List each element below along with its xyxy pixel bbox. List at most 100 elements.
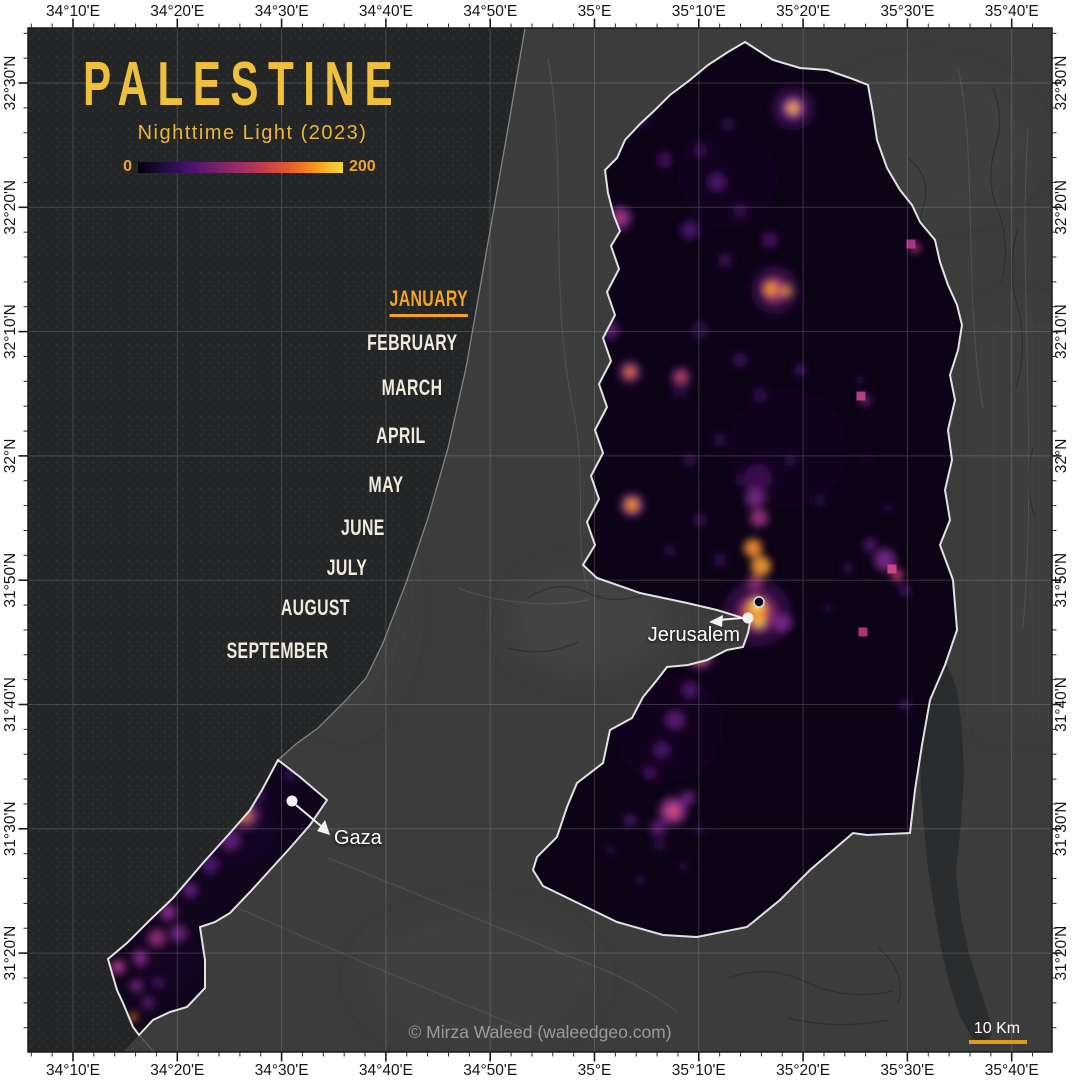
axis-label-lat-right: 32°30'N <box>1053 56 1070 111</box>
gaza-label: Gaza <box>334 827 383 849</box>
light-blob <box>787 102 799 114</box>
light-blob <box>605 845 615 855</box>
legend-color-ramp <box>138 162 343 173</box>
axis-label-lon-top: 34°40'E <box>359 3 413 20</box>
light-blob <box>693 143 707 157</box>
axis-label-lon-bottom: 35°30'E <box>880 1062 934 1079</box>
light-blob <box>718 253 732 267</box>
axis-label-lon-top: 35°E <box>578 3 612 20</box>
jerusalem-label: Jerusalem <box>648 624 740 646</box>
light-blob <box>745 488 765 508</box>
light-pixel <box>887 564 897 574</box>
month-item-june[interactable]: JUNE <box>341 515 385 540</box>
light-blob <box>762 232 778 248</box>
month-item-september[interactable]: SEPTEMBER <box>226 638 328 663</box>
axis-label-lon-top: 35°40'E <box>985 3 1039 20</box>
axis-label-lat-right: 31°30'N <box>1053 801 1070 856</box>
map-canvas: Jerusalem Gaza © Mirza Waleed (waleedgeo… <box>28 28 1052 1052</box>
axis-label-lat-left: 31°50'N <box>2 553 19 608</box>
light-blob <box>753 388 767 402</box>
light-blob <box>864 454 872 462</box>
month-item-april[interactable]: APRIL <box>375 423 425 448</box>
light-blob <box>676 372 686 382</box>
axis-label-lon-bottom: 34°50'E <box>463 1062 517 1079</box>
light-blob <box>170 925 186 941</box>
light-blob <box>884 504 892 512</box>
axis-label-lat-left: 31°20'N <box>2 926 19 981</box>
light-blob <box>713 433 727 447</box>
light-blob <box>111 960 125 974</box>
light-blob <box>754 617 764 627</box>
axis-label-lon-bottom: 35°E <box>578 1062 612 1079</box>
light-blob <box>654 839 666 851</box>
light-blob <box>744 464 772 492</box>
light-blob <box>855 375 865 385</box>
month-item-may[interactable]: MAY <box>368 472 403 497</box>
axis-label-lat-right: 32°20'N <box>1053 180 1070 235</box>
axis-label-lon-bottom: 34°40'E <box>359 1062 413 1079</box>
light-blob <box>624 366 636 378</box>
light-blob <box>678 128 778 228</box>
light-blob <box>635 875 645 885</box>
light-blob <box>666 804 680 818</box>
axis-label-lat-left: 32°20'N <box>2 180 19 235</box>
light-blob <box>664 544 676 556</box>
light-blob <box>142 997 154 1009</box>
month-item-march[interactable]: MARCH <box>381 375 442 400</box>
month-item-january[interactable]: JANUARY <box>389 286 468 318</box>
light-blob <box>823 603 833 613</box>
light-blob <box>713 553 727 567</box>
light-blob <box>843 563 853 573</box>
axis-label-lon-bottom: 34°10'E <box>46 1062 100 1079</box>
axis-label-lat-left: 31°40'N <box>2 677 19 732</box>
axis-label-lon-top: 35°30'E <box>880 3 934 20</box>
gaza-dot <box>286 795 298 807</box>
light-blob <box>691 321 709 339</box>
light-blob <box>794 364 806 376</box>
scale-bar-label: 10 Km <box>974 1020 1020 1037</box>
axis-label-lat-right: 32°N <box>1053 439 1070 474</box>
light-blob <box>678 861 688 871</box>
axis-label-lon-top: 35°10'E <box>672 3 726 20</box>
axis-label-lon-bottom: 35°40'E <box>985 1062 1039 1079</box>
light-blob <box>814 494 826 506</box>
axis-label-lat-right: 31°50'N <box>1053 553 1070 608</box>
light-blob <box>153 978 163 988</box>
axis-label-lon-top: 34°10'E <box>46 3 100 20</box>
light-pixel <box>856 391 866 401</box>
axis-label-lon-bottom: 34°20'E <box>150 1062 204 1079</box>
axis-label-lon-top: 34°30'E <box>255 3 309 20</box>
light-blob <box>734 474 746 486</box>
light-blob <box>900 585 910 595</box>
light-blob <box>733 203 747 217</box>
light-blob <box>732 352 748 368</box>
light-blob <box>764 282 778 296</box>
axis-label-lon-top: 34°50'E <box>463 3 517 20</box>
light-blob <box>751 556 771 576</box>
axis-label-lat-left: 32°30'N <box>2 56 19 111</box>
axis-label-lat-left: 32°N <box>2 439 19 474</box>
page-subtitle: Nighttime Light (2023) <box>137 122 368 144</box>
light-blob <box>683 453 697 467</box>
month-item-august[interactable]: AUGUST <box>280 595 350 620</box>
axis-label-lat-right: 32°10'N <box>1053 304 1070 359</box>
light-blob <box>623 813 637 827</box>
axis-label-lon-top: 35°20'E <box>776 3 830 20</box>
credit-text: © Mirza Waleed (waleedgeo.com) <box>408 1022 671 1042</box>
light-blob <box>721 117 735 131</box>
light-blob <box>693 513 707 527</box>
axis-label-lat-left: 32°10'N <box>2 304 19 359</box>
light-blob <box>643 766 657 780</box>
month-item-february[interactable]: FEBRUARY <box>366 330 457 355</box>
axis-label-lat-right: 31°40'N <box>1053 677 1070 732</box>
light-blob <box>625 498 639 512</box>
light-blob <box>728 388 848 508</box>
light-blob <box>650 820 666 836</box>
light-blob <box>672 382 688 398</box>
light-blob <box>682 682 698 698</box>
month-item-july[interactable]: JULY <box>326 555 367 580</box>
jerusalem-dot <box>742 612 754 624</box>
light-blob <box>130 980 142 992</box>
axis-label-lon-bottom: 35°10'E <box>672 1062 726 1079</box>
